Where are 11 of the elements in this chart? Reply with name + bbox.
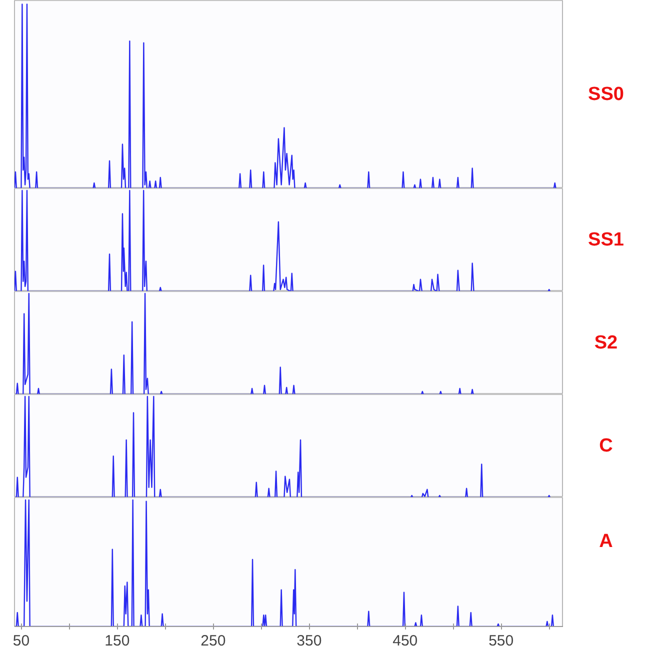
x-tick-label: 50: [12, 632, 30, 650]
text: SS1: [588, 230, 624, 250]
x-tick-label: 350: [296, 632, 322, 650]
text: C: [599, 436, 614, 456]
text: SS0: [588, 84, 624, 105]
x-tick-label: 150: [104, 632, 130, 650]
x-tick-label: 450: [392, 632, 418, 650]
text: S2: [594, 332, 618, 354]
x-tick-label: 550: [488, 632, 514, 650]
x-tick-label: 250: [200, 632, 226, 650]
text: A: [599, 530, 614, 552]
